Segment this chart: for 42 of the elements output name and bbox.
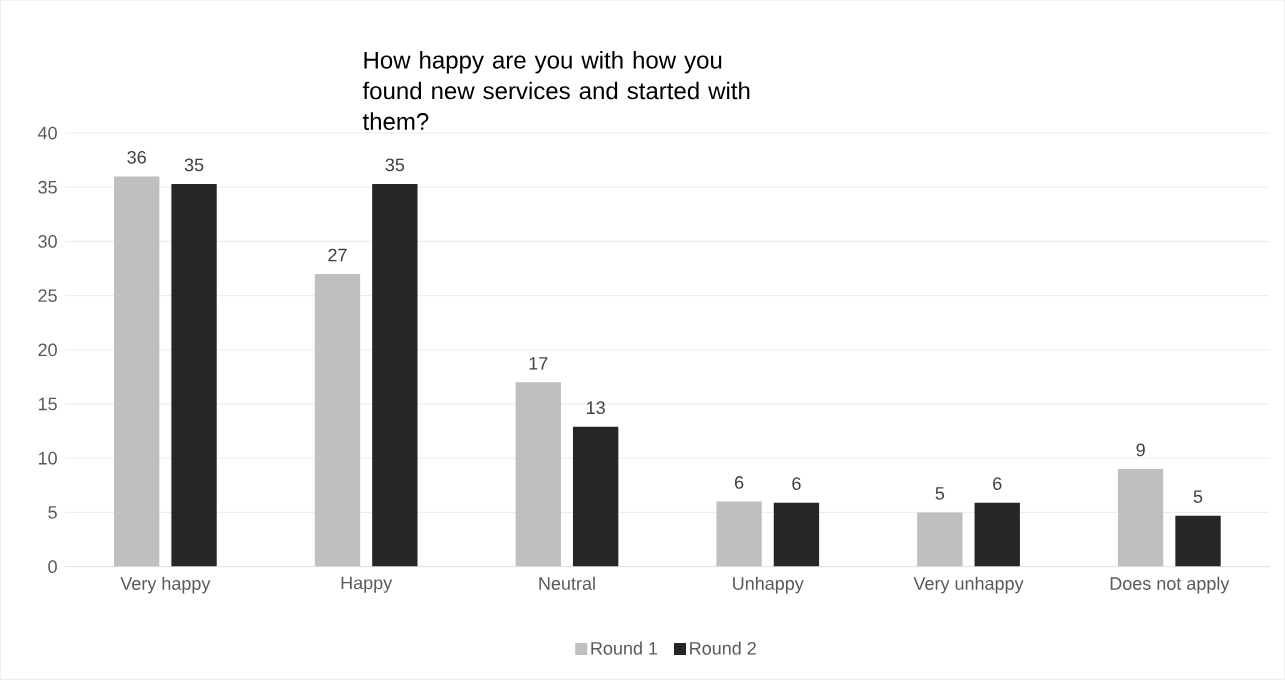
bar — [314, 274, 361, 567]
data-label: 6 — [792, 477, 801, 491]
bar — [716, 501, 762, 567]
data-label: 13 — [587, 401, 605, 415]
x-tick-label: Very happy — [120, 576, 211, 594]
x-tick-label: Neutral — [539, 576, 595, 591]
y-tick-label: 0 — [48, 560, 57, 574]
x-tick-label: Very unhappy — [913, 576, 1024, 594]
bar — [572, 426, 619, 567]
y-tick-label: 25 — [38, 289, 57, 303]
data-label: 27 — [328, 248, 347, 262]
bar — [515, 382, 561, 567]
bar — [372, 184, 418, 567]
bar — [917, 512, 963, 567]
bar — [1175, 515, 1221, 567]
y-tick-label: 15 — [38, 397, 57, 411]
x-tick-label: Does not apply — [1110, 576, 1230, 594]
y-tick-label: 35 — [38, 181, 57, 194]
x-tick-label: Happy — [341, 576, 393, 593]
data-label: 5 — [1193, 490, 1203, 504]
bar — [114, 176, 160, 567]
data-label: 6 — [734, 476, 744, 490]
data-label: 5 — [935, 487, 945, 500]
x-tick-label: Unhappy — [733, 576, 804, 594]
data-label: 35 — [385, 158, 405, 172]
y-tick-label: 40 — [37, 126, 57, 140]
data-label: 36 — [127, 151, 146, 164]
bar — [773, 502, 820, 567]
y-tick-label: 20 — [38, 343, 57, 357]
chart-title: How happy are you with how you found new services and started with them? — [362, 51, 750, 131]
bar — [974, 502, 1020, 567]
y-tick-label: 30 — [38, 235, 57, 248]
data-label: 6 — [993, 477, 1002, 491]
legend-label: Round 1 — [591, 641, 658, 655]
bar — [1117, 469, 1164, 567]
bar — [171, 184, 217, 567]
data-label: 17 — [529, 357, 548, 370]
data-label: 35 — [184, 158, 204, 172]
data-label: 9 — [1136, 443, 1145, 457]
legend-label: Round 2 — [690, 641, 756, 655]
y-tick-label: 10 — [38, 452, 57, 465]
y-tick-label: 5 — [48, 506, 57, 519]
